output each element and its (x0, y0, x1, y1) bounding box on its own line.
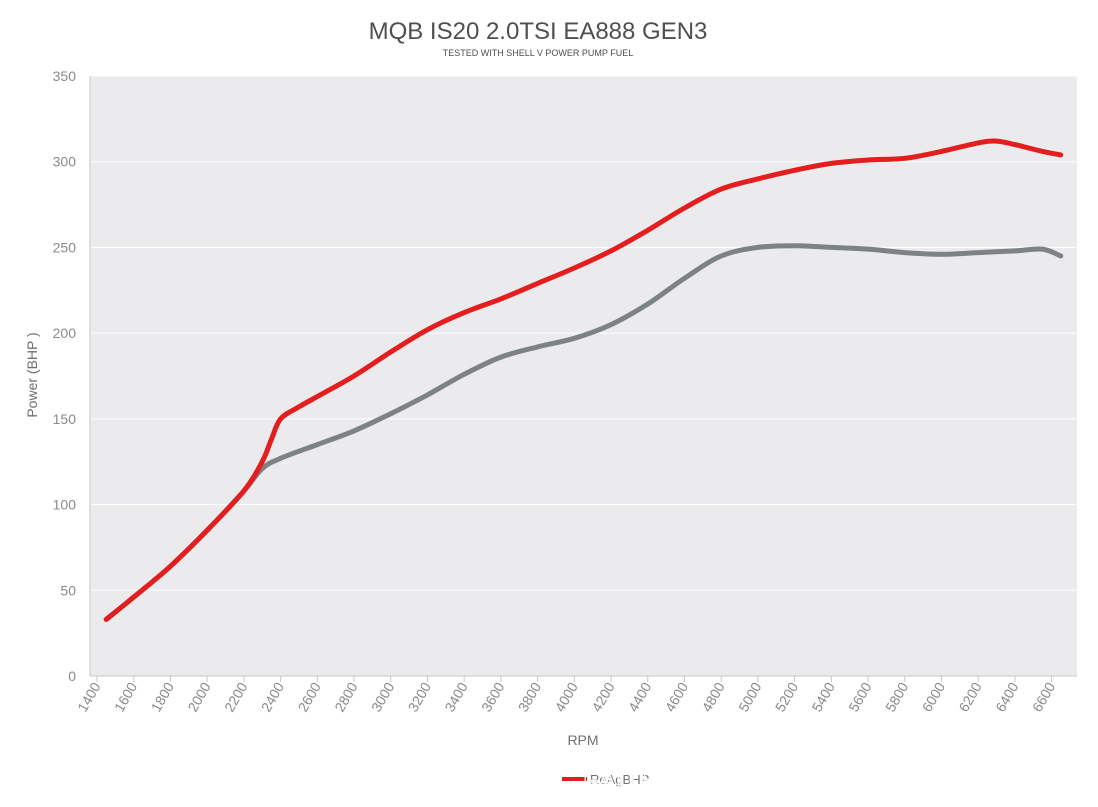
legend-label: ReAgBHP (590, 772, 649, 787)
x-tick-label-5800: 5800 (882, 679, 912, 714)
x-tick-label-3200: 3200 (405, 679, 435, 714)
x-tick-label-2600: 2600 (294, 679, 324, 714)
y-tick-labels: 0 50 100 150 200 250 300 350 (53, 68, 77, 684)
x-tick-label-3400: 3400 (441, 679, 471, 714)
x-tick-label-6000: 6000 (919, 679, 949, 714)
y-tick-label-50: 50 (60, 582, 76, 598)
y-tick-label-300: 300 (53, 154, 77, 170)
chart-title: MQB IS20 2.0TSI EA888 GEN3 (369, 18, 708, 45)
x-tick-label-4800: 4800 (698, 679, 728, 714)
x-tick-label-5000: 5000 (735, 679, 765, 714)
x-tick-label-6600: 6600 (1029, 679, 1059, 714)
x-tick-label-3600: 3600 (478, 679, 508, 714)
gridlines (90, 75, 1077, 591)
y-tick-label-0: 0 (68, 668, 76, 684)
plot-area (90, 76, 1077, 676)
x-tick-label-1600: 1600 (111, 679, 141, 714)
x-tick-label-4600: 4600 (662, 679, 692, 714)
x-tick-label-4400: 4400 (625, 679, 655, 714)
x-tick-label-2000: 2000 (184, 679, 214, 714)
chart-subtitle: TESTED WITH SHELL V POWER PUMP FUEL (443, 48, 634, 58)
y-tick-label-250: 250 (53, 239, 77, 255)
x-axis-label: RPM (567, 732, 598, 748)
watermark-text: FAITH_Club (583, 766, 730, 796)
series-line-red (103, 138, 1064, 622)
y-tick-label-100: 100 (53, 497, 77, 513)
x-tick-labels: 1400 1600 1800 2000 2200 2400 2600 2800 3000 3200… (74, 679, 1058, 714)
y-axis-label: Power (BHP ) (24, 332, 40, 417)
y-tick-label-200: 200 (53, 325, 77, 341)
x-tick-label-1800: 1800 (148, 679, 178, 714)
x-tick-label-5600: 5600 (845, 679, 875, 714)
axes (89, 76, 1077, 682)
x-tick-label-2800: 2800 (331, 679, 361, 714)
x-tick-label-6200: 6200 (955, 679, 985, 714)
y-tick-label-350: 350 (53, 68, 77, 84)
x-tick-label-6400: 6400 (992, 679, 1022, 714)
legend[interactable]: ReAgBHP (562, 772, 649, 787)
x-tick-label-5400: 5400 (809, 679, 839, 714)
x-tick-label-3800: 3800 (515, 679, 545, 714)
x-tick-label-1400: 1400 (74, 679, 104, 714)
x-tick-label-2400: 2400 (258, 679, 288, 714)
x-tick-label-5200: 5200 (772, 679, 802, 714)
x-tick-label-4200: 4200 (588, 679, 618, 714)
series-lines (103, 138, 1064, 622)
y-tick-label-150: 150 (53, 411, 77, 427)
x-tick-label-3000: 3000 (368, 679, 398, 714)
x-tick-label-2200: 2200 (221, 679, 251, 714)
x-tick-label-4000: 4000 (551, 679, 581, 714)
